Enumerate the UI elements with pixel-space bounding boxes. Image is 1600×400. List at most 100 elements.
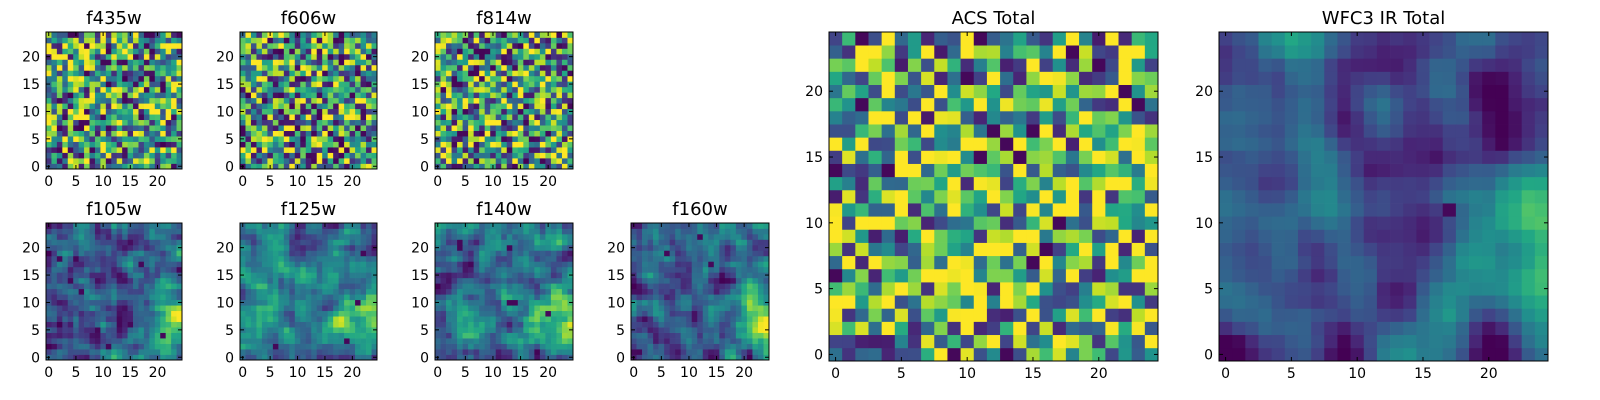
- heatmap-cell: [647, 349, 654, 355]
- heatmap-cell: [349, 59, 356, 66]
- heatmap-cell: [327, 299, 334, 306]
- heatmap-cell: [67, 223, 74, 229]
- heatmap-cell: [256, 233, 263, 240]
- heatmap-cell: [289, 103, 296, 110]
- heatmap-cell: [344, 59, 350, 66]
- heatmap-cell: [528, 92, 535, 99]
- heatmap-cell: [78, 244, 85, 251]
- heatmap-cell: [143, 97, 150, 104]
- heatmap-cell: [62, 42, 69, 49]
- heatmap-cell: [468, 305, 474, 312]
- y-tick-label: 5: [225, 323, 234, 339]
- heatmap-cell: [278, 152, 285, 159]
- heatmap-cell: [468, 86, 474, 93]
- heatmap-cell: [322, 321, 329, 328]
- heatmap-cell: [133, 97, 139, 104]
- heatmap-cell: [523, 147, 530, 153]
- heatmap-cell: [735, 272, 742, 279]
- heatmap-cell: [127, 64, 134, 71]
- heatmap-cell: [338, 42, 345, 49]
- heatmap-cell: [300, 42, 307, 49]
- heatmap-cell: [921, 229, 935, 243]
- heatmap-cell: [278, 349, 285, 355]
- heatmap-cell: [473, 354, 480, 361]
- heatmap-cell: [1052, 347, 1067, 362]
- heatmap-cell: [73, 81, 79, 88]
- heatmap-cell: [127, 299, 134, 306]
- heatmap-cell: [713, 294, 720, 301]
- heatmap-cell: [267, 239, 274, 246]
- axes-frame: [630, 222, 770, 361]
- heatmap-cell: [149, 42, 156, 49]
- heatmap-cell: [440, 332, 447, 339]
- heatmap-cell: [160, 349, 167, 355]
- heatmap-cell: [116, 338, 123, 344]
- heatmap-cell: [724, 327, 731, 333]
- heatmap-cell: [894, 163, 909, 178]
- heatmap-cell: [344, 250, 350, 257]
- heatmap-cell: [829, 308, 843, 322]
- heatmap-cell: [686, 316, 693, 322]
- heatmap-cell: [1118, 176, 1133, 191]
- heatmap-cell: [484, 147, 491, 153]
- heatmap-cell: [240, 338, 246, 344]
- heatmap-cell: [349, 136, 356, 142]
- heatmap-cell: [300, 272, 307, 279]
- heatmap-cell: [1013, 308, 1027, 322]
- heatmap-cell: [338, 272, 345, 279]
- heatmap-cell: [490, 152, 497, 159]
- heatmap-cell: [724, 299, 731, 306]
- heatmap-cell: [550, 147, 557, 153]
- heatmap-cell: [256, 37, 263, 44]
- heatmap-cell: [171, 310, 177, 317]
- heatmap-cell: [479, 136, 486, 142]
- heatmap-cell: [46, 343, 52, 350]
- heatmap-cell: [62, 97, 69, 104]
- heatmap-cell: [371, 114, 378, 121]
- heatmap-cell: [708, 299, 715, 306]
- heatmap-cell: [697, 305, 704, 312]
- heatmap-cell: [127, 114, 134, 121]
- heatmap-cell: [338, 283, 345, 290]
- heatmap-cell: [160, 321, 167, 328]
- heatmap-cell: [545, 305, 552, 312]
- heatmap-cell: [366, 288, 372, 295]
- heatmap-cell: [495, 272, 502, 279]
- heatmap-cell: [669, 244, 676, 251]
- heatmap-cell: [746, 338, 753, 344]
- heatmap-cell: [305, 244, 312, 251]
- heatmap-cell: [154, 338, 161, 344]
- heatmap-cell: [730, 272, 737, 279]
- heatmap-cell: [154, 114, 161, 121]
- heatmap-cell: [154, 332, 161, 339]
- heatmap-cell: [451, 255, 458, 262]
- heatmap-cell: [138, 130, 145, 137]
- heatmap-cell: [127, 349, 134, 355]
- heatmap-cell: [261, 125, 268, 131]
- heatmap-cell: [105, 343, 112, 350]
- heatmap-cell: [294, 70, 301, 77]
- heatmap-cell: [100, 305, 107, 312]
- heatmap-cell: [73, 125, 79, 131]
- heatmap-cell: [473, 119, 480, 126]
- heatmap-cell: [528, 114, 535, 121]
- heatmap-cell: [261, 294, 268, 301]
- heatmap-cell: [550, 42, 557, 49]
- heatmap-cell: [451, 288, 458, 295]
- heatmap-cell: [462, 332, 469, 339]
- heatmap-cell: [333, 349, 339, 355]
- heatmap-cell: [338, 86, 345, 93]
- heatmap-cell: [545, 75, 552, 82]
- heatmap-cell: [78, 97, 85, 104]
- heatmap-cell: [479, 288, 486, 295]
- heatmap-cell: [842, 347, 856, 362]
- heatmap-cell: [94, 233, 101, 240]
- heatmap-cell: [440, 250, 447, 257]
- heatmap-cell: [517, 64, 524, 71]
- heatmap-cell: [691, 250, 698, 257]
- heatmap-cell: [517, 147, 524, 153]
- heatmap-cell: [327, 294, 334, 301]
- heatmap-cell: [561, 272, 568, 279]
- heatmap-cell: [435, 294, 441, 301]
- heatmap-cell: [100, 42, 107, 49]
